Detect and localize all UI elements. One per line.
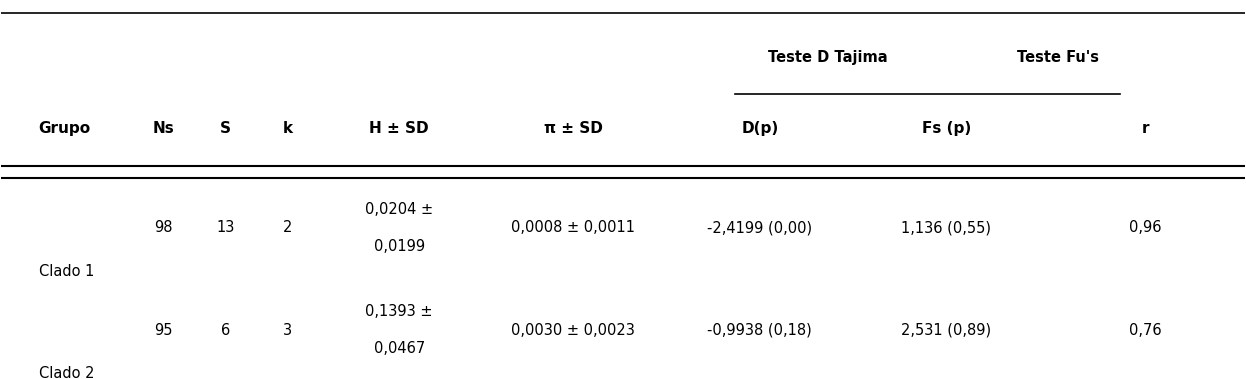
Text: S: S <box>219 121 231 136</box>
Text: D(p): D(p) <box>741 121 779 136</box>
Text: Grupo: Grupo <box>39 121 91 136</box>
Text: 13: 13 <box>216 221 234 235</box>
Text: -2,4199 (0,00): -2,4199 (0,00) <box>708 221 812 235</box>
Text: -0,9938 (0,18): -0,9938 (0,18) <box>708 323 812 338</box>
Text: 1,136 (0,55): 1,136 (0,55) <box>901 221 992 235</box>
Text: 0,0008 ± 0,0011: 0,0008 ± 0,0011 <box>511 221 635 235</box>
Text: 0,76: 0,76 <box>1129 323 1161 338</box>
Text: 3: 3 <box>283 323 292 338</box>
Text: 0,0204 ±: 0,0204 ± <box>365 202 434 217</box>
Text: π ± SD: π ± SD <box>543 121 603 136</box>
Text: Fs (p): Fs (p) <box>922 121 971 136</box>
Text: 0,0467: 0,0467 <box>374 341 425 357</box>
Text: 0,0199: 0,0199 <box>374 239 425 254</box>
Text: Clado 1: Clado 1 <box>39 264 93 279</box>
Text: r: r <box>1141 121 1149 136</box>
Text: 2: 2 <box>283 221 292 235</box>
Text: 98: 98 <box>153 221 172 235</box>
Text: 0,0030 ± 0,0023: 0,0030 ± 0,0023 <box>511 323 635 338</box>
Text: H ± SD: H ± SD <box>369 121 429 136</box>
Text: 0,1393 ±: 0,1393 ± <box>365 304 432 319</box>
Text: Ns: Ns <box>152 121 174 136</box>
Text: 95: 95 <box>153 323 172 338</box>
Text: 0,96: 0,96 <box>1129 221 1161 235</box>
Text: Teste Fu's: Teste Fu's <box>1017 50 1099 65</box>
Text: k: k <box>283 121 293 136</box>
Text: 6: 6 <box>221 323 229 338</box>
Text: Teste D Tajima: Teste D Tajima <box>769 50 888 65</box>
Text: 2,531 (0,89): 2,531 (0,89) <box>901 323 992 338</box>
Text: Clado 2: Clado 2 <box>39 366 95 379</box>
